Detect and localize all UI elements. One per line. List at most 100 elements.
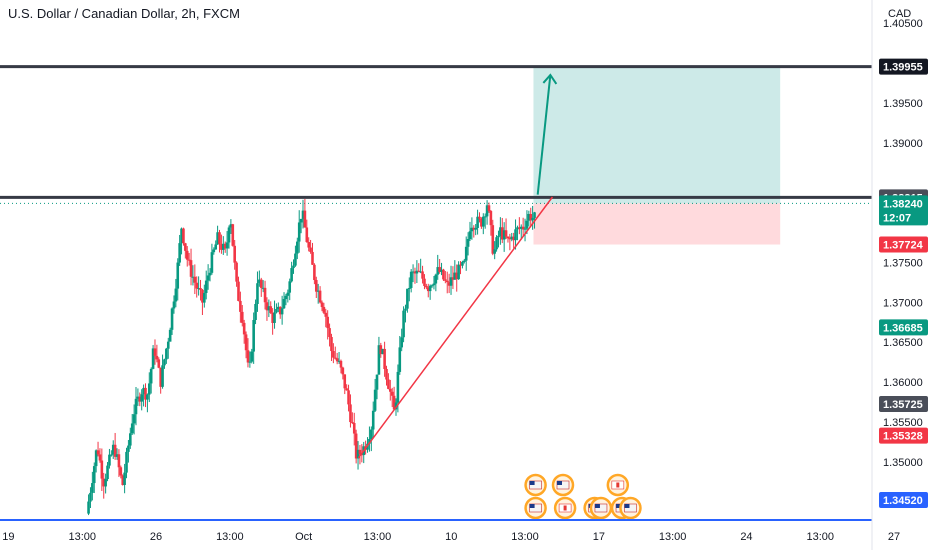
candle-body [191,276,195,278]
candle-body [463,260,466,262]
candle-body [218,232,221,245]
candle-body [125,451,128,473]
candle-body [497,235,500,238]
candle-body [459,264,462,266]
candle-body [453,272,457,280]
candle-body [294,253,297,266]
candle-body [140,394,143,402]
x-tick-label: 13:00 [68,531,96,543]
candle-body [313,264,316,281]
target-arrow-head [542,73,558,85]
candle-body [491,225,495,254]
y-tick-label: 1.36000 [883,377,923,389]
candle-body [305,227,309,242]
candle-body [449,277,453,286]
candle-body [189,260,193,277]
candle-body [263,287,267,303]
candle-body [519,226,523,229]
candle-body [166,341,170,349]
y-tick-label: 1.37000 [883,297,923,309]
y-tick-label: 1.40500 [883,18,923,30]
candle-body [322,306,326,313]
price-tag [879,195,928,226]
candle-body [489,211,493,226]
candle-body [204,280,208,293]
candle-body [113,444,117,457]
candle-body [307,241,310,248]
candle-body [474,227,477,230]
candle-body [142,387,145,395]
candle-body [159,367,162,387]
candle-body [394,402,398,410]
candle-body [206,275,210,281]
candle-body [389,388,392,392]
candle-body [436,267,440,275]
candle-body [504,230,508,237]
candle-body [309,247,312,252]
candle-body [127,445,130,452]
candle-body [235,262,238,282]
candle-body [421,271,424,279]
candle-body [261,287,265,289]
candle-body [220,244,223,250]
candle-body [108,454,111,466]
candle-body [464,246,468,261]
candle-body [525,220,529,229]
candle-body [512,236,515,241]
x-tick-label: 26 [150,531,162,543]
candle-body [521,226,525,230]
candle-body [373,389,377,411]
price-tag-label: 1.38240 [883,198,923,210]
candle-body [296,241,299,254]
candle-body [445,280,449,283]
candle-body [343,374,347,389]
candle-body [508,238,512,240]
candle-body [286,292,290,296]
candle-body [104,479,107,487]
candle-body [134,398,138,415]
price-tag [879,395,928,412]
candle-body [339,360,343,368]
candle-body [111,444,115,455]
x-tick-label: 13:00 [216,531,244,543]
candle-body [115,454,119,457]
candle-body [250,351,254,362]
candle-body [157,359,161,368]
candle-body [193,276,197,283]
candle-body [415,270,419,274]
candle-body [428,285,432,292]
currency-label: CAD [888,8,911,20]
candle-body [280,308,284,315]
candle-body [106,465,109,480]
x-tick-label: 19 [2,531,14,543]
y-tick-label: 1.35500 [883,417,923,429]
candle-body [423,278,426,286]
candle-body [318,290,322,303]
price-tag [879,319,928,336]
candle-body [417,270,421,272]
candle-body [92,466,96,484]
candle-body [500,227,504,240]
candle-body [265,302,269,311]
us-flag-canton [624,504,630,508]
candle-body [129,433,132,446]
x-tick-label: 27 [888,531,900,543]
candle-body [248,361,252,363]
candle-body [229,224,233,228]
candle-body [174,288,178,302]
candle-body [368,438,371,444]
candle-body [163,359,166,366]
candle-body [314,280,318,292]
candle-body [100,460,104,479]
price-tag [879,58,928,75]
us-flag-canton [529,504,535,508]
y-tick-label: 1.35000 [883,457,923,469]
candle-body [244,334,248,351]
candle-body [277,306,280,310]
candle-body [434,274,438,284]
candles [87,198,536,516]
candle-body [407,287,411,289]
price-tag [879,492,928,509]
candle-body [94,450,98,467]
